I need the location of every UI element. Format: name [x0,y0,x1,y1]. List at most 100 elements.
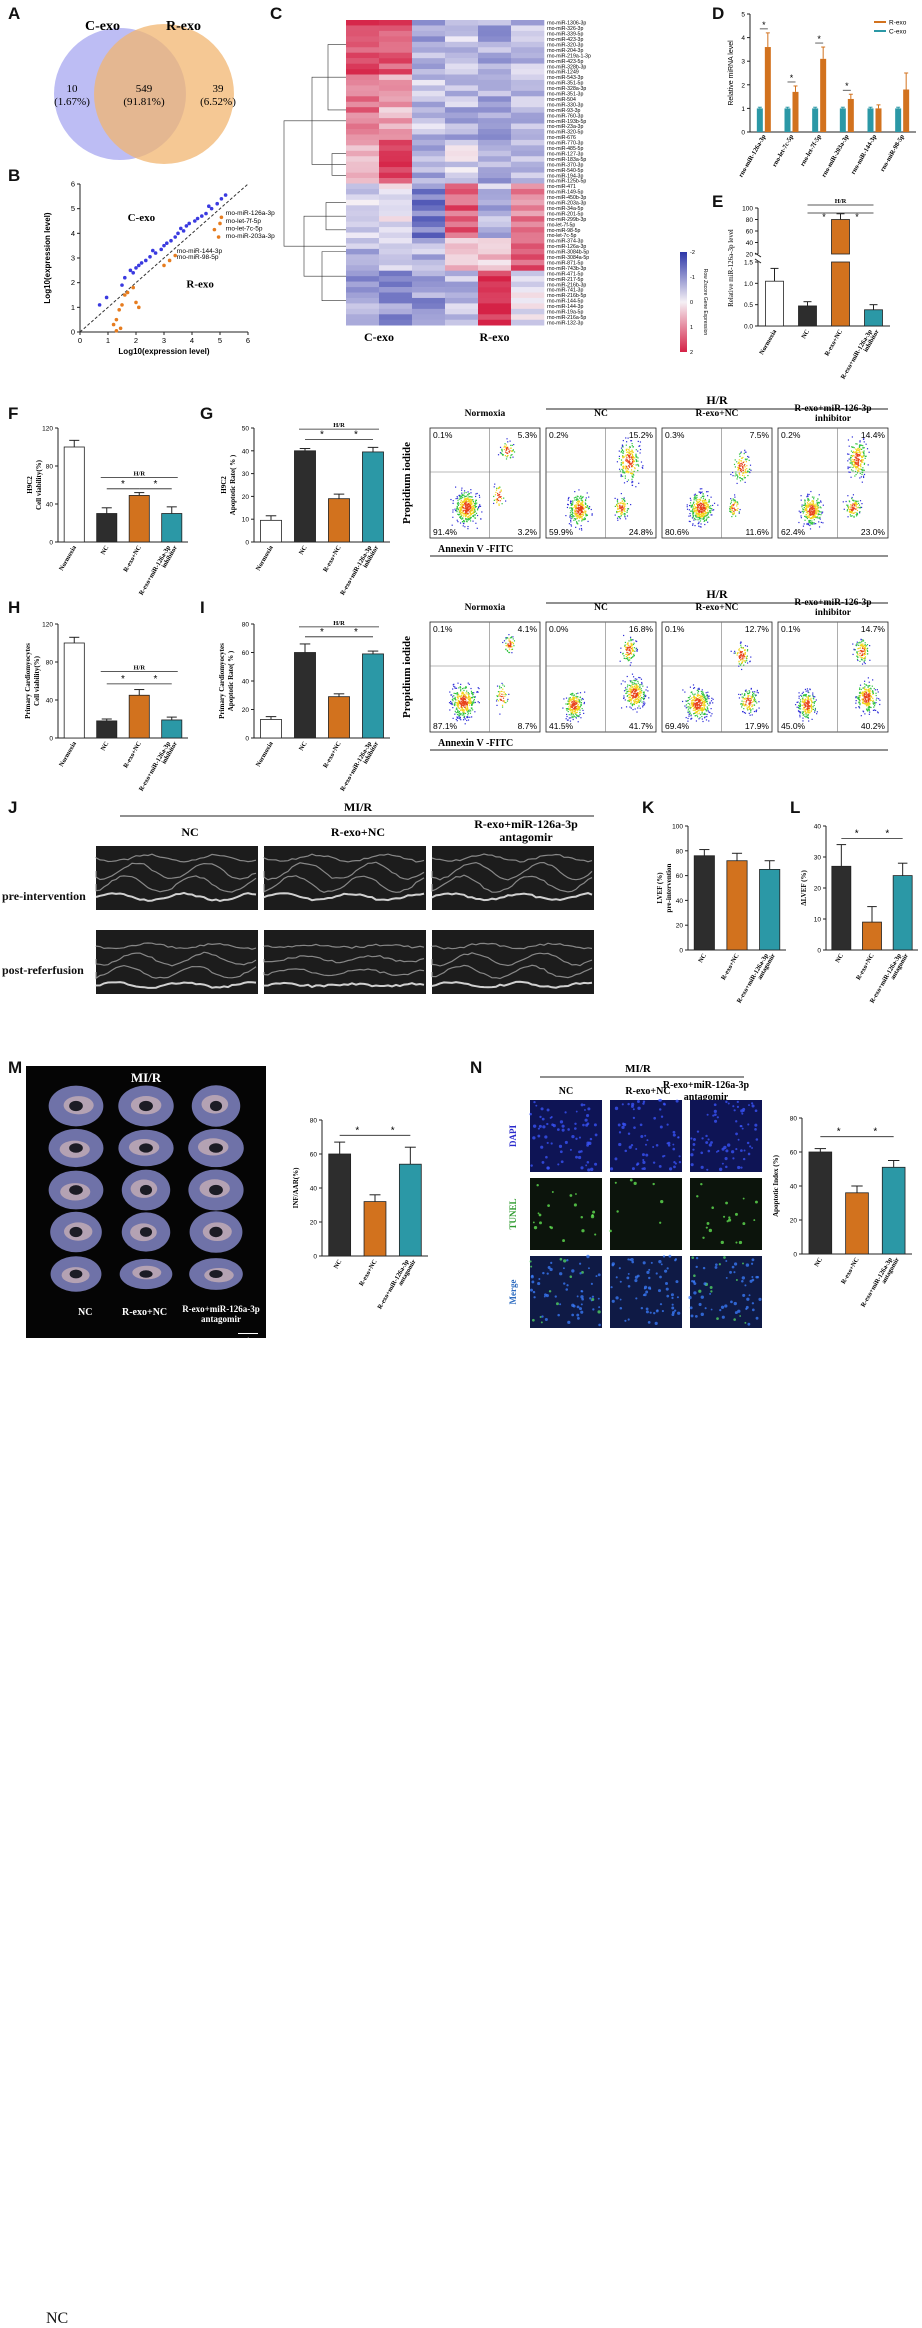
flow-event [697,519,698,520]
category-label: R-exo+NC [823,328,844,357]
flow-event [507,699,508,700]
heatmap-cell [445,145,478,151]
flow-event [875,693,876,694]
flow-event [512,636,513,637]
flow-event [850,457,851,458]
heatmap-cell [445,320,478,326]
y-tick-label: 0 [71,328,75,337]
flow-event [734,651,735,652]
flow-event [629,701,630,702]
quadrant-ur: 4.1% [518,624,538,634]
flow-event [455,486,456,487]
heatmap-cell [445,162,478,168]
flow-event [469,696,470,697]
flow-event [844,509,845,510]
quadrant-ll: 62.4% [781,527,806,537]
flow-event [709,499,710,500]
flow-event [851,455,852,456]
heatmap-cell [478,156,511,162]
flow-event [562,707,563,708]
flow-event [641,682,642,683]
flow-event [625,689,626,690]
flow-event [708,512,709,513]
flow-event [474,711,475,712]
flow-event [473,700,474,701]
x-axis-label: Annexin V -FITC [438,738,513,749]
flow-event [623,468,624,469]
flow-event [468,499,469,500]
flow-event [624,516,625,517]
heatmap-cell [478,129,511,135]
flow-event [587,521,588,522]
heatmap-cell [445,129,478,135]
flow-event [472,508,473,509]
heatmap-cell [346,75,379,81]
flow-event [468,683,469,684]
heatmap-cell [445,58,478,64]
flow-event [632,458,633,459]
flow-event [709,702,710,703]
flow-event [568,711,569,712]
heatmap-cell [445,309,478,315]
heatmap-cell [478,140,511,146]
bar-R-exo-6 [903,90,909,132]
flow-event [619,507,620,508]
flow-event [692,504,693,505]
flow-event [629,459,630,460]
flow-event [469,519,470,520]
bar-3 [832,262,850,326]
flow-event [578,505,579,506]
flow-event [619,456,620,457]
point-r-exo [112,323,116,327]
flow-event [686,707,687,708]
flow-event [627,481,628,482]
flow-event [463,494,464,495]
flow-event [472,697,473,698]
flow-event [470,510,471,511]
flow-event [466,720,467,721]
flow-event [700,520,701,521]
flow-event [624,506,625,507]
flow-event [587,515,588,516]
flow-event [805,705,806,706]
flow-event [748,706,749,707]
y-tick-label: 40 [242,679,250,686]
heatmap-cell [478,205,511,211]
bar-4 [162,514,182,543]
flow-event [475,518,476,519]
heatmap-cell [511,58,544,64]
flow-event [752,708,753,709]
flow-event [741,465,742,466]
flow-event [647,690,648,691]
point-r-exo [213,228,217,232]
flow-event [638,686,639,687]
flow-event [460,514,461,515]
heatmap-cell [379,80,412,86]
flow-event [852,467,853,468]
flow-event [804,523,805,524]
flow-event [626,652,627,653]
flow-event [639,677,640,678]
flow-event [476,500,477,501]
flow-event [630,454,631,455]
flow-event [699,491,700,492]
flow-event [502,684,503,685]
flow-event [692,514,693,515]
flow-event [624,503,625,504]
flow-event [454,687,455,688]
heatmap-cell [412,303,445,309]
flow-event [619,516,620,517]
sig-star: * [320,429,324,440]
heatmap-cell [445,211,478,217]
heatmap-cell [379,238,412,244]
flow-event [691,507,692,508]
flow-event [577,516,578,517]
flow-event [460,686,461,687]
flow-event [638,705,639,706]
flow-event [633,655,634,656]
flow-event [746,705,747,706]
flow-event [849,446,850,447]
flow-event [734,464,735,465]
flow-event [630,693,631,694]
